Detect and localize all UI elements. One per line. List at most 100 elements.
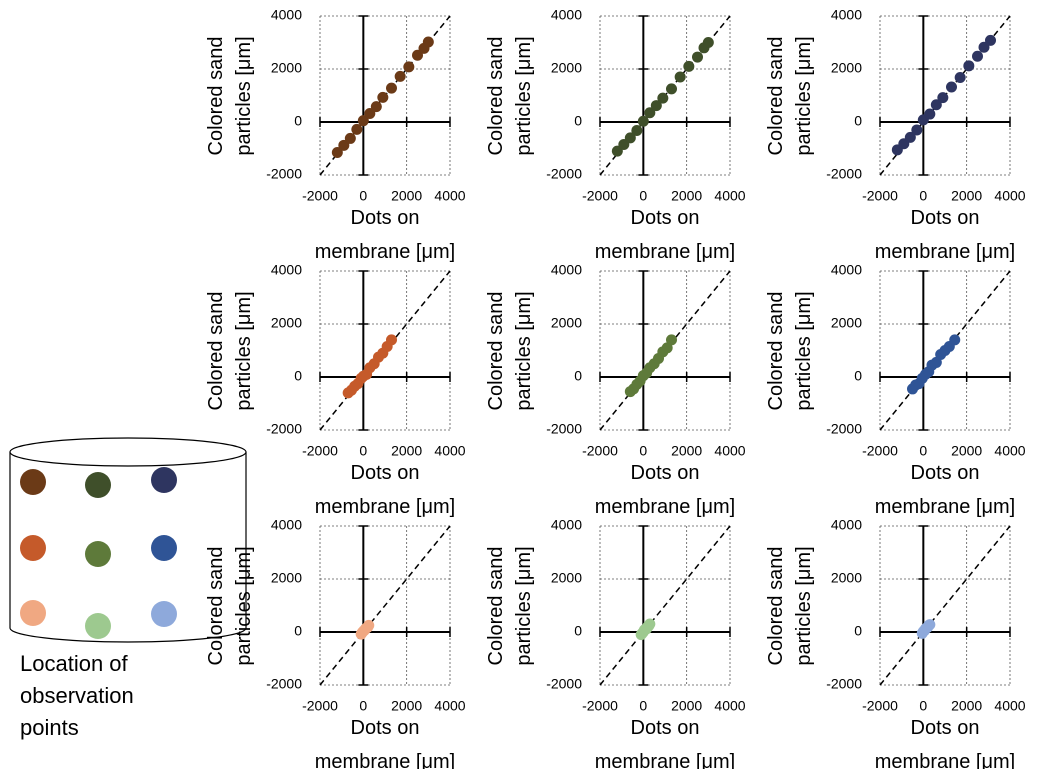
x-tick-label: 0	[919, 698, 927, 714]
x-tick-label: 0	[359, 698, 367, 714]
x-axis-label: Dots on membrane [μm]	[874, 462, 1016, 518]
y-axis-label: Colored sand particles [μm]	[205, 290, 255, 411]
y-axis-label: Colored sand particles [μm]	[205, 35, 255, 156]
x-tick-label: -2000	[302, 698, 338, 714]
scatter-chart: -2000 0 2000 4000 -2000 0 2000 4000	[546, 517, 746, 714]
y-tick-label: 4000	[831, 517, 862, 533]
scatter-point	[338, 139, 350, 151]
y-tick-label: 2000	[271, 570, 302, 586]
y-axis-label: Colored sand particles [μm]	[765, 545, 815, 666]
y-tick-label: 2000	[271, 60, 302, 76]
scatter-point	[978, 41, 990, 53]
location-dot	[20, 535, 46, 561]
scatter-chart: -2000 0 2000 4000 -2000 0 2000 4000	[266, 7, 466, 204]
y-tick-label: 0	[294, 623, 302, 639]
x-tick-label: -2000	[862, 188, 898, 204]
y-tick-label: -2000	[546, 421, 582, 437]
location-dot	[20, 600, 46, 626]
scatter-point	[394, 70, 406, 82]
scatter-chart: -2000 0 2000 4000 -2000 0 2000 4000	[826, 7, 1026, 204]
scatter-point	[364, 108, 376, 120]
scatter-point	[637, 115, 649, 127]
scatter-point	[954, 71, 966, 83]
x-tick-label: 0	[639, 443, 647, 459]
x-tick-label: -2000	[582, 188, 618, 204]
scatter-point	[946, 81, 957, 93]
x-axis-label: Dots on membrane [μm]	[594, 462, 736, 518]
x-tick-label: 0	[919, 443, 927, 459]
y-tick-label: -2000	[546, 166, 582, 182]
scatter-point	[377, 91, 389, 103]
x-tick-label: 4000	[434, 188, 465, 204]
scatter-point	[683, 60, 695, 72]
reference-line	[599, 525, 731, 686]
scatter-point	[351, 123, 363, 135]
y-tick-label: 4000	[551, 262, 582, 278]
scatter-point	[363, 619, 375, 631]
x-axis-label: Dots on membrane [μm]	[874, 717, 1016, 769]
y-tick-label: -2000	[826, 166, 862, 182]
scatter-chart: -2000 0 2000 4000 -2000 0 2000 4000	[546, 7, 746, 204]
y-axis-label: Colored sand particles [μm]	[765, 35, 815, 156]
x-tick-label: 2000	[951, 698, 982, 714]
y-tick-label: 4000	[831, 7, 862, 23]
scatter-point	[949, 334, 961, 346]
location-dot	[85, 613, 111, 639]
y-tick-label: 2000	[271, 315, 302, 331]
x-tick-label: 2000	[391, 698, 422, 714]
scatter-chart: -2000 0 2000 4000 -2000 0 2000 4000	[266, 517, 466, 714]
location-dot	[151, 467, 177, 493]
y-tick-label: -2000	[266, 421, 302, 437]
scatter-point	[985, 34, 996, 46]
y-axis-label: Colored sand particles [μm]	[205, 545, 255, 666]
y-tick-label: -2000	[266, 166, 302, 182]
scatter-point	[666, 83, 677, 95]
scatter-point	[924, 619, 936, 631]
y-tick-label: 0	[294, 368, 302, 384]
scatter-point	[904, 131, 916, 143]
scatter-point	[937, 92, 949, 104]
y-tick-label: 4000	[551, 517, 582, 533]
scatter-chart: -2000 0 2000 4000 -2000 0 2000 4000	[266, 262, 466, 459]
scatter-chart: -2000 0 2000 4000 -2000 0 2000 4000	[546, 262, 746, 459]
reference-line	[319, 525, 451, 686]
x-tick-label: 2000	[391, 188, 422, 204]
x-tick-label: 0	[359, 188, 367, 204]
scatter-chart: -2000 0 2000 4000 -2000 0 2000 4000	[826, 262, 1026, 459]
y-tick-label: 4000	[551, 7, 582, 23]
cylinder	[9, 437, 247, 643]
x-tick-label: 0	[639, 188, 647, 204]
x-tick-label: 4000	[994, 188, 1025, 204]
y-tick-label: 2000	[551, 570, 582, 586]
y-tick-label: 4000	[271, 262, 302, 278]
x-axis-label: Dots on membrane [μm]	[594, 207, 736, 263]
scatter-point	[692, 51, 703, 63]
y-tick-label: 0	[294, 113, 302, 129]
y-tick-label: 2000	[551, 60, 582, 76]
y-tick-label: 2000	[831, 315, 862, 331]
x-tick-label: 4000	[714, 443, 745, 459]
scatter-point	[403, 61, 415, 73]
y-tick-label: 4000	[271, 7, 302, 23]
scatter-point	[644, 107, 656, 119]
y-tick-label: 4000	[271, 517, 302, 533]
y-tick-label: 0	[854, 623, 862, 639]
location-dot	[85, 541, 111, 567]
scatter-point	[624, 132, 636, 144]
y-tick-label: 2000	[831, 60, 862, 76]
scatter-point	[344, 132, 356, 144]
cylinder-body	[9, 452, 247, 643]
location-dot	[151, 535, 177, 561]
scatter-point	[644, 618, 656, 630]
y-tick-label: -2000	[546, 676, 582, 692]
x-axis-label: Dots on membrane [μm]	[594, 717, 736, 769]
y-tick-label: 0	[854, 113, 862, 129]
scatter-point	[972, 50, 983, 62]
y-tick-label: 2000	[551, 315, 582, 331]
x-tick-label: 2000	[951, 443, 982, 459]
x-tick-label: 4000	[714, 698, 745, 714]
location-dot	[151, 601, 177, 627]
x-axis-label: Dots on membrane [μm]	[874, 207, 1016, 263]
scatter-chart: -2000 0 2000 4000 -2000 0 2000 4000	[826, 517, 1026, 714]
y-axis-label: Colored sand particles [μm]	[485, 545, 535, 666]
